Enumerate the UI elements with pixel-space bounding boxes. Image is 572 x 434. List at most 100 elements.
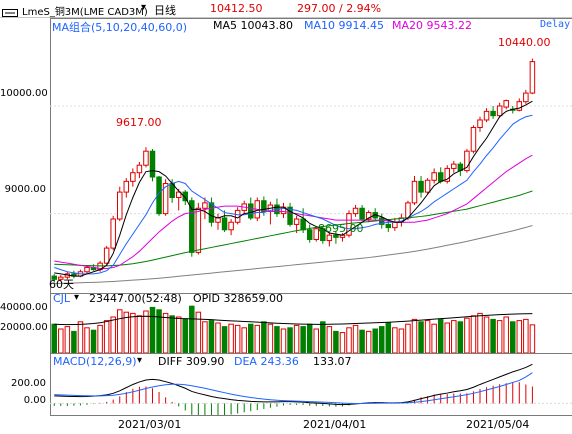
diff-line	[54, 363, 533, 406]
volume-bar	[123, 311, 130, 353]
volume-bar	[234, 324, 241, 353]
x-axis-label-apr: 2021/04/01	[303, 418, 367, 431]
volume-bar	[477, 312, 483, 353]
candle-body	[483, 110, 490, 121]
candle-body	[529, 61, 536, 94]
volume-bar	[136, 315, 143, 353]
price-axis-label-9000: 9000.00	[4, 184, 46, 195]
candle-body	[346, 213, 352, 236]
candle-body	[162, 182, 169, 215]
cjl-values: 23447.00(52:48)	[89, 292, 182, 305]
volume-bar	[189, 305, 195, 353]
volume-bar	[372, 328, 378, 353]
candle-body	[51, 275, 57, 280]
annotation-low: 8695.00	[318, 222, 364, 235]
volume-bar	[326, 326, 333, 353]
volume-bar	[523, 318, 529, 353]
last-price: 10412.50	[210, 2, 263, 15]
candle-body	[437, 172, 444, 182]
volume-bar	[385, 322, 392, 353]
macd-label[interactable]: MACD(12,26,9)	[53, 355, 137, 368]
macd-chart	[50, 363, 572, 415]
header-bar	[0, 0, 572, 18]
volume-bar	[313, 328, 319, 353]
volume-bar	[457, 321, 464, 353]
volume-bar	[182, 318, 188, 353]
ma10-value: MA10 9914.45	[304, 19, 384, 32]
candle-body	[293, 218, 300, 225]
price-axis-label-10000: 10000.00	[0, 88, 48, 99]
chevron-down-icon[interactable]: ▾	[141, 2, 147, 13]
candle-body	[503, 100, 509, 108]
annotation-max: 10440.00	[498, 36, 551, 49]
volume-bar	[346, 327, 352, 353]
macd-diff: DIFF 309.90	[158, 355, 225, 368]
symbol-title[interactable]: LmeS_铜3M(LME CAD3M)	[22, 7, 148, 18]
price-panel	[50, 18, 572, 294]
volume-bar	[470, 315, 477, 353]
volume-bar	[110, 316, 116, 353]
volume-bar	[254, 324, 261, 353]
volume-bar	[274, 326, 280, 353]
volume-bar	[516, 320, 523, 353]
macd-value: 133.07	[313, 355, 352, 368]
cjl-dropdown-icon[interactable]: ▾	[74, 292, 80, 303]
candle-body	[84, 266, 90, 273]
candle-body	[379, 217, 385, 225]
ma60-line	[54, 225, 533, 285]
volume-bar	[398, 328, 405, 353]
volume-bar	[162, 312, 169, 353]
volume-bar	[510, 321, 516, 353]
volume-bar	[333, 330, 339, 353]
ma-group-label[interactable]: MA组合(5,10,20,40,60,0)	[52, 21, 188, 34]
macd-axis-label-0: 0.00	[23, 395, 46, 406]
ma5-line	[54, 100, 533, 277]
macd-dropdown-icon[interactable]: ▾	[137, 355, 143, 366]
candle-body	[470, 127, 477, 152]
volume-bar	[215, 322, 221, 353]
candle-body	[248, 203, 254, 219]
candle-body	[182, 191, 188, 202]
candle-body	[143, 150, 149, 166]
volume-bar	[280, 328, 287, 353]
volume-bar	[437, 318, 444, 353]
volume-bar	[208, 320, 215, 353]
macd-axis-label-200: 200.00	[11, 378, 46, 389]
candle-body	[306, 229, 313, 240]
volume-bar	[444, 322, 450, 353]
volume-bar	[149, 306, 156, 353]
candle-body	[352, 207, 359, 215]
annotation-60-days: 60天	[49, 278, 74, 291]
candle-body	[58, 276, 64, 280]
volume-bar	[175, 316, 182, 353]
candle-body	[411, 180, 418, 204]
volume-bar	[451, 320, 457, 353]
delay-label: Delay	[540, 19, 571, 30]
volume-bar	[117, 309, 123, 353]
volume-bar	[496, 320, 503, 353]
volume-bar	[77, 321, 84, 353]
period-label[interactable]: 日线	[154, 4, 176, 17]
volume-bar	[90, 329, 97, 353]
volume-bar	[248, 323, 254, 353]
candle-body	[130, 172, 136, 182]
candle-body	[117, 191, 123, 220]
volume-bar	[411, 318, 418, 353]
volume-bar	[424, 320, 431, 353]
cjl-label[interactable]: CJL	[53, 292, 71, 305]
candle-body	[444, 167, 450, 182]
chart-type-icon[interactable]	[2, 3, 18, 17]
volume-bar	[241, 327, 247, 353]
ma40-line	[54, 190, 533, 267]
annotation-high-peak: 9617.00	[116, 116, 162, 129]
opi-line	[54, 313, 533, 326]
candle-body	[175, 191, 182, 198]
ma5-value: MA5 10043.80	[213, 19, 293, 32]
x-axis-label-may: 2021/05/04	[466, 418, 530, 431]
volume-bar	[503, 316, 509, 353]
candle-body	[215, 217, 221, 223]
candle-body	[418, 180, 424, 193]
volume-bar	[195, 311, 202, 353]
candle-body	[333, 234, 339, 238]
volume-bar	[359, 329, 365, 353]
